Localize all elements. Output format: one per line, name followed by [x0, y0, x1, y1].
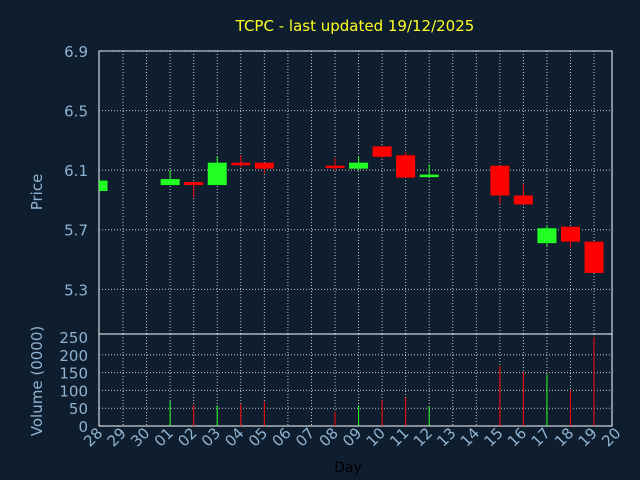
price-tick-label: 5.7 [64, 222, 88, 240]
price-axis-label: Price [28, 174, 46, 211]
candle-body [254, 162, 274, 169]
candle-body [537, 228, 557, 244]
candle-body [184, 182, 204, 186]
volume-tick-label: 200 [59, 347, 88, 365]
candle-body [325, 165, 345, 169]
volume-tick-label: 0 [78, 418, 88, 436]
price-tick-label: 5.3 [64, 281, 88, 299]
x-axis-label: Day [334, 460, 362, 476]
candle-body [396, 155, 416, 178]
price-tick-labels: 6.9 6.5 6.1 5.7 5.3 [64, 43, 88, 299]
candle-body [349, 162, 369, 169]
x-tick-labels: 2829300102030405060708091011121314151617… [80, 424, 624, 450]
candle-body [490, 165, 510, 196]
candle-body [99, 180, 108, 192]
volume-tick-label: 100 [59, 382, 88, 400]
volume-panel [98, 333, 613, 427]
price-tick-label: 6.1 [64, 162, 88, 180]
candle-body [160, 179, 180, 186]
candle-body [372, 146, 392, 157]
candle-body [584, 241, 604, 273]
price-tick-label: 6.9 [64, 43, 88, 61]
candle-body [207, 162, 227, 186]
price-tick-label: 6.5 [64, 103, 88, 121]
candle-body [231, 162, 251, 166]
candle-body [561, 226, 580, 242]
volume-bars [169, 337, 595, 426]
volume-axis-label: Volume (0000) [28, 326, 46, 436]
volume-tick-label: 50 [69, 400, 88, 418]
volume-tick-label: 250 [59, 329, 88, 347]
candle-body [513, 195, 533, 205]
candle-body [419, 174, 439, 178]
volume-tick-label: 150 [59, 365, 88, 383]
candlesticks [99, 146, 604, 273]
chart-title: TCPC - last updated 19/12/2025 [235, 17, 475, 35]
